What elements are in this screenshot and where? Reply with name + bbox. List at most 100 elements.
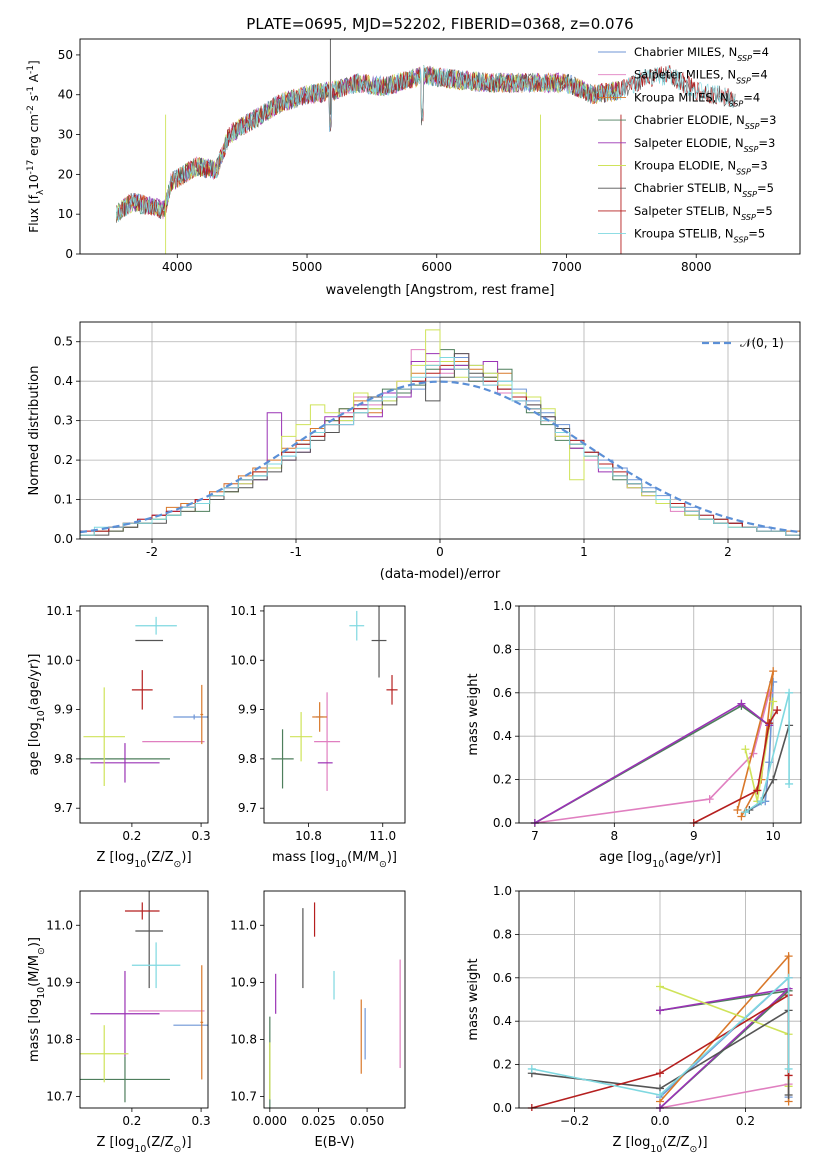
y-tick-label: 9.8 xyxy=(54,752,73,766)
weight-marker-8 xyxy=(785,779,794,788)
y-tick-label: 0.6 xyxy=(493,971,512,985)
weight-lines xyxy=(530,667,794,826)
label-part: 10 xyxy=(134,1144,146,1155)
weight-marker-5 xyxy=(769,697,778,706)
label-part: Kroupa ELODIE, N xyxy=(634,159,736,173)
label-part: SSP xyxy=(736,167,751,176)
x-tick-label: -1 xyxy=(290,545,302,559)
y-tick-label: 0.0 xyxy=(493,1101,512,1115)
x-tick-label: 8000 xyxy=(681,260,712,274)
y-tick-label: 50 xyxy=(58,48,73,62)
residuals-x-label: (data-model)/error xyxy=(380,567,501,582)
legend-label-7: Salpeter STELIB, NSSP=5 xyxy=(634,204,773,222)
y-tick-label: 40 xyxy=(58,88,73,102)
weight-line-1 xyxy=(534,692,770,824)
spectrum-line-8 xyxy=(116,65,736,223)
weight-line-8 xyxy=(531,975,790,1096)
y-tick-label: 9.8 xyxy=(238,752,257,766)
y-tick-label: 10 xyxy=(58,207,73,221)
x-tick-label: 11.0 xyxy=(369,829,396,843)
y-tick-label: 9.7 xyxy=(238,801,257,815)
axes-border xyxy=(79,38,801,255)
legend-label-3: Chabrier ELODIE, NSSP=3 xyxy=(634,113,776,131)
y-tick-label: 10.1 xyxy=(230,604,257,618)
label-part: SSP xyxy=(744,144,759,153)
error-bars xyxy=(80,891,208,1103)
y-tick-label: 0.5 xyxy=(54,335,73,349)
mass-vs-extinction-panel: 0.000 0.025 0.050 10.7 10.8 10.9 11.0 E(B-V) xyxy=(230,890,406,1150)
weight-vs-age-y-label: mass weight xyxy=(466,673,481,755)
label-part: SSP xyxy=(734,235,749,244)
weight-marker-2 xyxy=(737,812,746,821)
label-part: Salpeter MILES, N xyxy=(634,68,736,82)
y-tick-label: 10.7 xyxy=(230,1090,257,1104)
x-tick-label: 5000 xyxy=(292,260,323,274)
mass-vs-Z-x-label: Z [log10(Z/Z⊙)] xyxy=(96,1135,191,1155)
weight-vs-metallicity-panel: −0.2 0.0 0.2 0.0 0.2 0.4 0.6 0.8 1.0 Z [log10(Z/Z… xyxy=(466,884,802,1155)
x-tick-label: 0.000 xyxy=(253,1114,287,1128)
y-tick-label: 0.8 xyxy=(493,927,512,941)
weight-marker-7 xyxy=(765,719,774,728)
weight-vs-age-x-label: age [log10(age/yr)] xyxy=(599,850,721,870)
legend-label-5: Kroupa ELODIE, NSSP=3 xyxy=(634,159,768,177)
label-part: Z [log xyxy=(612,1135,650,1150)
age-vs-metallicity-panel: 0.2 0.39.79.89.910.010.1Z [log10(Z/Z⊙)]ag… xyxy=(27,604,211,870)
y-tick-label: 0.2 xyxy=(54,453,73,467)
label-part: age [log xyxy=(599,850,652,865)
label-part: mass [log xyxy=(272,850,335,865)
label-part: ⊙ xyxy=(690,1144,698,1155)
mass-vs-Z-y-label: mass [log10(M/M⊙)] xyxy=(27,937,47,1062)
label-part: (age/yr)] xyxy=(27,654,42,711)
label-part: Chabrier MILES, N xyxy=(634,45,737,59)
weight-line-7 xyxy=(693,709,778,824)
weight-vs-Z-x-label: Z [log10(Z/Z⊙)] xyxy=(612,1135,707,1155)
mass-vs-metallicity-panel: 0.2 0.310.710.810.911.0Z [log10(Z/Z⊙)]mas… xyxy=(27,890,211,1155)
axes-border xyxy=(79,321,801,540)
label-part: A xyxy=(27,73,41,86)
label-part: =5 xyxy=(748,227,765,241)
histogram-8 xyxy=(80,357,800,539)
figure-title: PLATE=0695, MJD=52202, FIBERID=0368, z=0… xyxy=(246,15,633,33)
label-part: SSP xyxy=(729,99,744,108)
weight-marker-7 xyxy=(656,1069,664,1078)
legend-label-2: Kroupa MILES, NSSP=4 xyxy=(634,90,760,108)
x-tick-label: 0.2 xyxy=(736,1114,755,1128)
weight-marker-5 xyxy=(741,745,750,754)
weight-marker-8 xyxy=(757,797,766,806)
label-part: SSP xyxy=(736,76,751,85)
y-tick-label: 11.0 xyxy=(46,918,73,932)
y-tick-label: 0.8 xyxy=(493,642,512,656)
label-part: (M/M xyxy=(347,850,379,865)
label-part: E(B-V) xyxy=(314,1135,354,1150)
label-part: Z [log xyxy=(96,1135,134,1150)
weight-line-1 xyxy=(659,977,790,1109)
weight-marker-2 xyxy=(769,667,778,676)
label-part: Kroupa STELIB, N xyxy=(634,227,734,241)
weight-marker-8 xyxy=(784,1064,793,1073)
legend-label-1: Salpeter MILES, NSSP=4 xyxy=(634,68,768,86)
residuals-panel: -2 -1 0 1 2 0.0 0.1 0.2 0.3 0.4 0.5 𝒩(0, 1) (data-mo… xyxy=(27,321,801,582)
y-tick-label: 10.0 xyxy=(230,653,257,667)
y-tick-label: 10.9 xyxy=(230,975,257,989)
x-tick-label: 6000 xyxy=(421,260,452,274)
label-part: ⊙ xyxy=(174,859,182,870)
label-part: )] xyxy=(387,850,397,865)
label-part: =4 xyxy=(752,45,769,59)
weight-vs-Z-y-label: mass weight xyxy=(466,958,481,1040)
label-part: mass weight xyxy=(466,673,481,755)
age-vs-mass-x-label: mass [log10(M/M⊙)] xyxy=(272,850,397,870)
histograms xyxy=(80,329,800,539)
weight-marker-8 xyxy=(785,688,794,697)
label-part: SSP xyxy=(737,54,752,63)
label-part: ⊙ xyxy=(36,947,47,955)
label-part: -1 xyxy=(26,65,36,74)
label-part: 10 xyxy=(27,174,41,189)
label-part: Flux [f xyxy=(27,194,41,232)
label-part: =4 xyxy=(751,68,768,82)
label-part: ⊙ xyxy=(379,859,387,870)
label-part: (Z/Z xyxy=(662,1135,689,1150)
gaussian-curve xyxy=(80,380,800,534)
label-part: =3 xyxy=(760,113,777,127)
y-tick-label: 0.2 xyxy=(493,773,512,787)
label-part: (age/yr)] xyxy=(664,850,721,865)
